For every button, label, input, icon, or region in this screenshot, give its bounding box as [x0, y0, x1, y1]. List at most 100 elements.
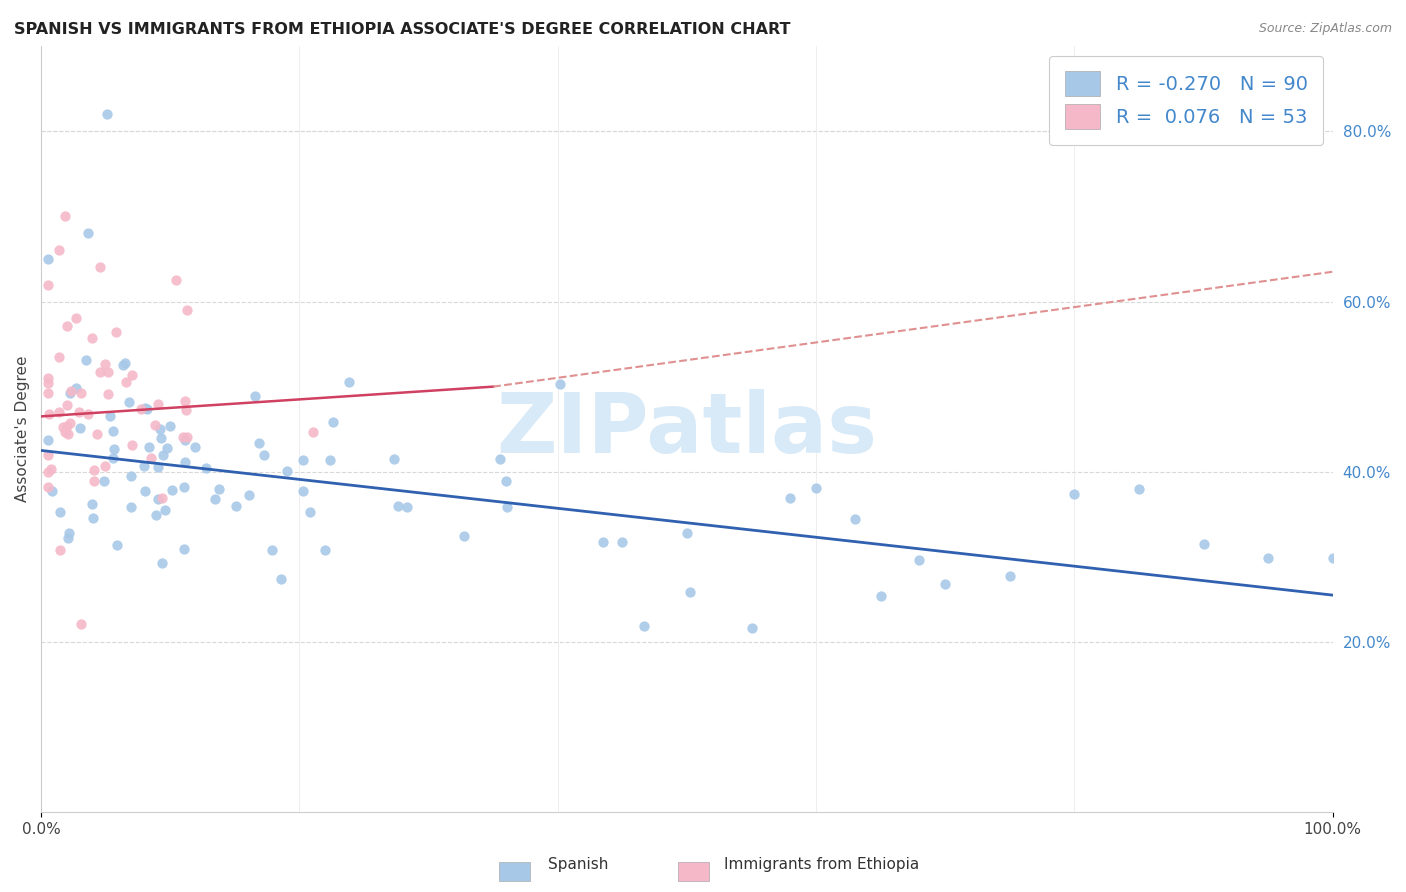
Point — [48, 244, 70, 258]
Point — [41, 483, 63, 498]
Point — [59, 386, 82, 401]
Point — [83, 474, 105, 488]
Point — [245, 388, 267, 402]
Point — [120, 469, 142, 483]
Point — [96, 107, 118, 121]
Point — [174, 403, 197, 417]
Point — [37, 433, 59, 447]
Point — [610, 534, 633, 549]
Point — [56, 398, 79, 412]
Point — [55, 418, 77, 433]
Point — [159, 419, 181, 434]
Point — [173, 433, 195, 447]
Point — [101, 450, 124, 465]
Point — [118, 395, 141, 409]
Point — [1128, 482, 1150, 496]
Point — [153, 503, 176, 517]
Point — [97, 386, 120, 401]
Point — [138, 440, 160, 454]
Point — [453, 529, 475, 543]
Point — [120, 500, 142, 515]
Point — [65, 381, 87, 395]
Point — [143, 417, 166, 432]
Point — [134, 483, 156, 498]
Point — [908, 552, 931, 566]
Point — [94, 358, 117, 372]
Point — [146, 397, 169, 411]
Point — [60, 384, 83, 399]
Point — [633, 619, 655, 633]
Text: Source: ZipAtlas.com: Source: ZipAtlas.com — [1258, 22, 1392, 36]
Y-axis label: Associate's Degree: Associate's Degree — [15, 356, 30, 502]
Point — [69, 616, 91, 631]
Point — [55, 318, 77, 333]
Point — [59, 416, 82, 430]
Point — [495, 474, 517, 488]
Point — [49, 543, 72, 558]
Point — [48, 350, 70, 364]
Point — [382, 451, 405, 466]
Point — [174, 455, 197, 469]
Text: ZIPatlas: ZIPatlas — [496, 389, 877, 470]
Point — [136, 402, 159, 417]
Point — [292, 483, 315, 498]
Point — [70, 385, 93, 400]
Point — [149, 421, 172, 435]
Point — [145, 508, 167, 522]
Point — [94, 458, 117, 473]
Point — [139, 450, 162, 465]
Point — [270, 572, 292, 586]
Point — [121, 438, 143, 452]
Point — [86, 426, 108, 441]
Point — [114, 356, 136, 370]
Point — [65, 310, 87, 325]
Point — [173, 479, 195, 493]
Point — [89, 260, 111, 275]
Point — [779, 491, 801, 505]
Point — [160, 483, 183, 498]
Point — [869, 589, 891, 603]
Point — [184, 440, 207, 454]
Point — [1192, 536, 1215, 550]
Point — [319, 453, 342, 467]
Point — [69, 421, 91, 435]
Point — [174, 394, 197, 409]
Point — [37, 448, 59, 462]
Point — [679, 585, 702, 599]
Point — [129, 401, 152, 416]
Point — [37, 480, 59, 494]
Point — [134, 459, 156, 474]
Point — [146, 492, 169, 507]
Point — [58, 532, 80, 546]
Point — [176, 303, 198, 318]
Point — [115, 375, 138, 389]
Point — [97, 365, 120, 379]
Point — [111, 358, 134, 372]
Point — [146, 459, 169, 474]
Point — [276, 464, 298, 478]
Point — [53, 210, 76, 224]
Point — [134, 401, 156, 415]
Point — [58, 526, 80, 541]
Point — [150, 491, 173, 505]
Point — [37, 465, 59, 479]
Point — [489, 451, 512, 466]
Point — [82, 511, 104, 525]
Point — [176, 430, 198, 444]
Point — [80, 497, 103, 511]
Point — [339, 375, 361, 389]
Point — [1063, 487, 1085, 501]
Point — [101, 424, 124, 438]
Point — [322, 415, 344, 429]
Point — [37, 385, 59, 400]
Point — [208, 483, 231, 497]
Point — [93, 474, 115, 488]
Point — [804, 481, 827, 495]
Point — [253, 448, 276, 462]
Point — [173, 542, 195, 557]
Point — [39, 462, 62, 476]
Point — [121, 368, 143, 382]
Legend: R = -0.270   N = 90, R =  0.076   N = 53: R = -0.270 N = 90, R = 0.076 N = 53 — [1049, 56, 1323, 145]
Point — [103, 442, 125, 456]
Point — [225, 500, 247, 514]
